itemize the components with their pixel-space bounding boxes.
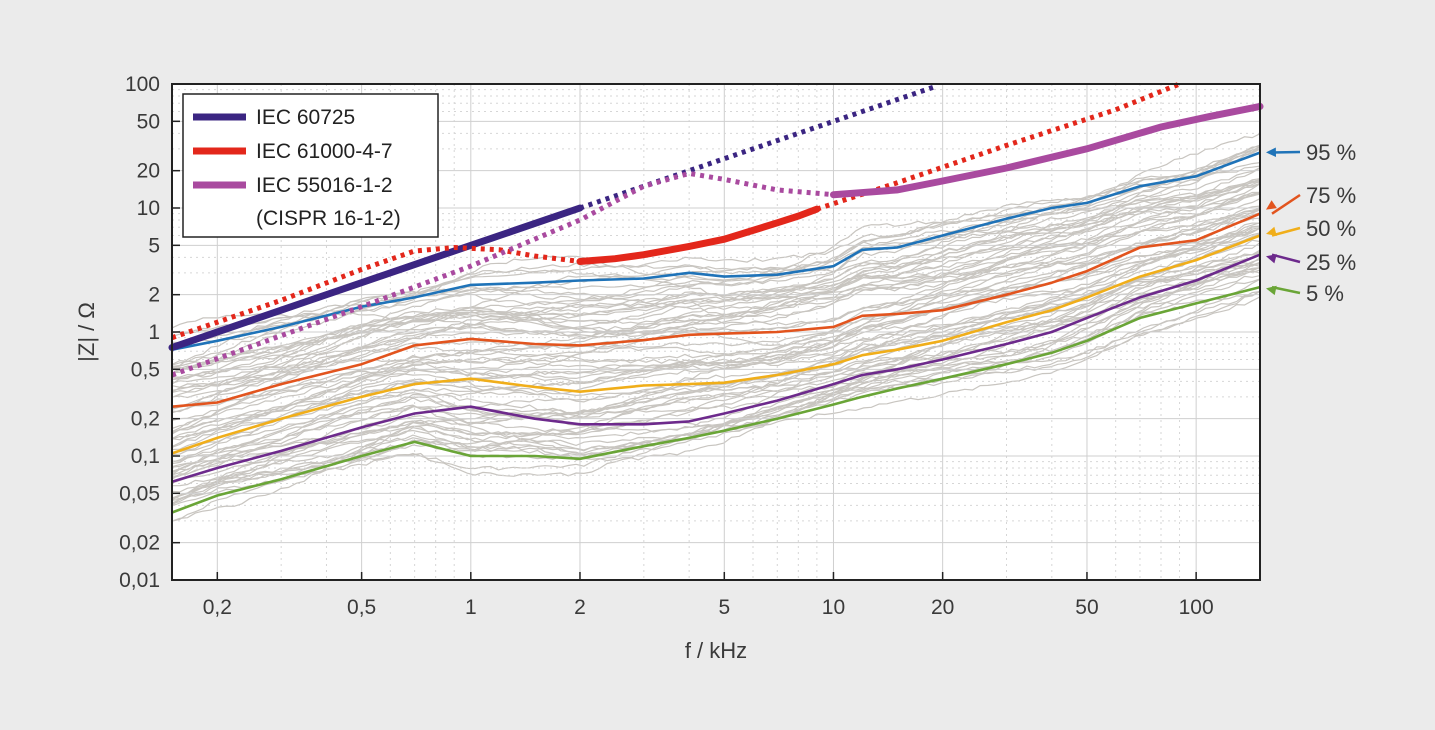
percentile-series-1: [171, 212, 1261, 408]
legend: IEC 60725 IEC 61000-4-7 IEC 55016-1-2 (CISP…: [182, 93, 439, 238]
reference-solid-1: [576, 205, 821, 265]
x-axis-title: f / kHz: [685, 638, 747, 663]
measurement-trace: [171, 193, 1261, 398]
legend-label: IEC 55016-1-2: [256, 174, 393, 197]
legend-label: (CISPR 16-1-2): [256, 207, 401, 230]
reference-dotted-1: [171, 244, 581, 341]
y-tick-label: 0,05: [119, 482, 160, 505]
measurement-trace: [171, 208, 1261, 433]
axes: 0,2 0,5 1 2 5 10 20 50 100 100 50 20 10 5 2 1 0,5 0,2 0,1 0…: [119, 73, 1214, 619]
measurement-trace: [171, 180, 1261, 384]
measurement-trace: [171, 192, 1261, 414]
measurement-trace: [171, 250, 1261, 487]
percentile-arrow: [1271, 253, 1301, 264]
y-tick-label: 0,1: [131, 445, 160, 468]
y-tick-label: 50: [137, 110, 160, 133]
percentile-label: 25 %: [1306, 250, 1356, 275]
measurement-trace: [171, 191, 1261, 407]
measurement-trace: [171, 222, 1261, 434]
y-tick-label: 2: [148, 284, 160, 307]
percentile-arrow: [1271, 150, 1301, 154]
percentile-series-0: [171, 151, 1261, 351]
measurement-trace: [171, 183, 1261, 374]
percentile-label: 5 %: [1306, 281, 1344, 306]
y-tick-label: 0,01: [119, 569, 160, 592]
percentile-series-4: [171, 285, 1261, 514]
measurement-trace: [171, 278, 1261, 505]
reference-solid-2: [830, 102, 1264, 199]
y-tick-label: 0,2: [131, 408, 160, 431]
percentile-arrow: [1271, 193, 1301, 215]
y-tick-label: 0,02: [119, 532, 160, 555]
series-layer: [171, 151, 1261, 514]
percentile-arrow: [1271, 226, 1301, 237]
measurement-trace: [171, 266, 1261, 472]
x-tick-label: 50: [1075, 596, 1098, 619]
measurement-trace: [171, 146, 1261, 338]
x-tick-label: 2: [574, 596, 586, 619]
percentile-arrowhead: [1266, 226, 1277, 236]
x-tick-label: 10: [822, 596, 845, 619]
measurement-trace: [171, 232, 1261, 448]
percentile-arrowhead: [1266, 254, 1277, 264]
y-tick-label: 10: [137, 197, 160, 220]
legend-label: IEC 61000-4-7: [256, 140, 393, 163]
y-tick-label: 0,5: [131, 358, 160, 381]
percentile-arrowhead: [1266, 200, 1277, 210]
x-tick-label: 100: [1179, 596, 1214, 619]
percentile-series-3: [171, 253, 1261, 483]
y-axis-title: |Z| / Ω: [74, 302, 99, 362]
measurement-trace: [171, 290, 1261, 501]
measurement-trace: [171, 267, 1261, 504]
percentile-arrow: [1271, 285, 1301, 295]
measurement-trace: [171, 269, 1261, 500]
reference-curves: [168, 81, 1264, 378]
measurement-trace: [171, 217, 1261, 440]
percentile-label: 75 %: [1306, 183, 1356, 208]
percentile-label: 95 %: [1306, 140, 1356, 165]
percentile-label: 50 %: [1306, 216, 1356, 241]
measurement-trace: [171, 209, 1261, 409]
percentile-series-2: [171, 234, 1261, 455]
legend-label: IEC 60725: [256, 106, 355, 129]
measurement-trace: [171, 148, 1261, 366]
percentile-arrowhead: [1266, 285, 1277, 296]
x-tick-label: 5: [718, 596, 730, 619]
measurement-trace: [171, 226, 1261, 454]
percentile-arrowhead: [1266, 147, 1276, 158]
measurement-trace: [171, 225, 1261, 441]
measurement-trace: [171, 267, 1261, 480]
y-tick-label: 100: [125, 73, 160, 96]
x-tick-label: 20: [931, 596, 954, 619]
y-tick-label: 20: [137, 160, 160, 183]
y-tick-label: 5: [148, 234, 160, 257]
x-tick-label: 1: [465, 596, 477, 619]
measurement-trace: [171, 207, 1261, 413]
percentile-labels: 95 % 75 % 50 % 25 % 5 %: [1266, 140, 1356, 306]
x-tick-label: 0,5: [347, 596, 376, 619]
reference-solid-0: [168, 204, 584, 351]
y-tick-label: 1: [148, 321, 160, 344]
x-tick-label: 0,2: [203, 596, 232, 619]
